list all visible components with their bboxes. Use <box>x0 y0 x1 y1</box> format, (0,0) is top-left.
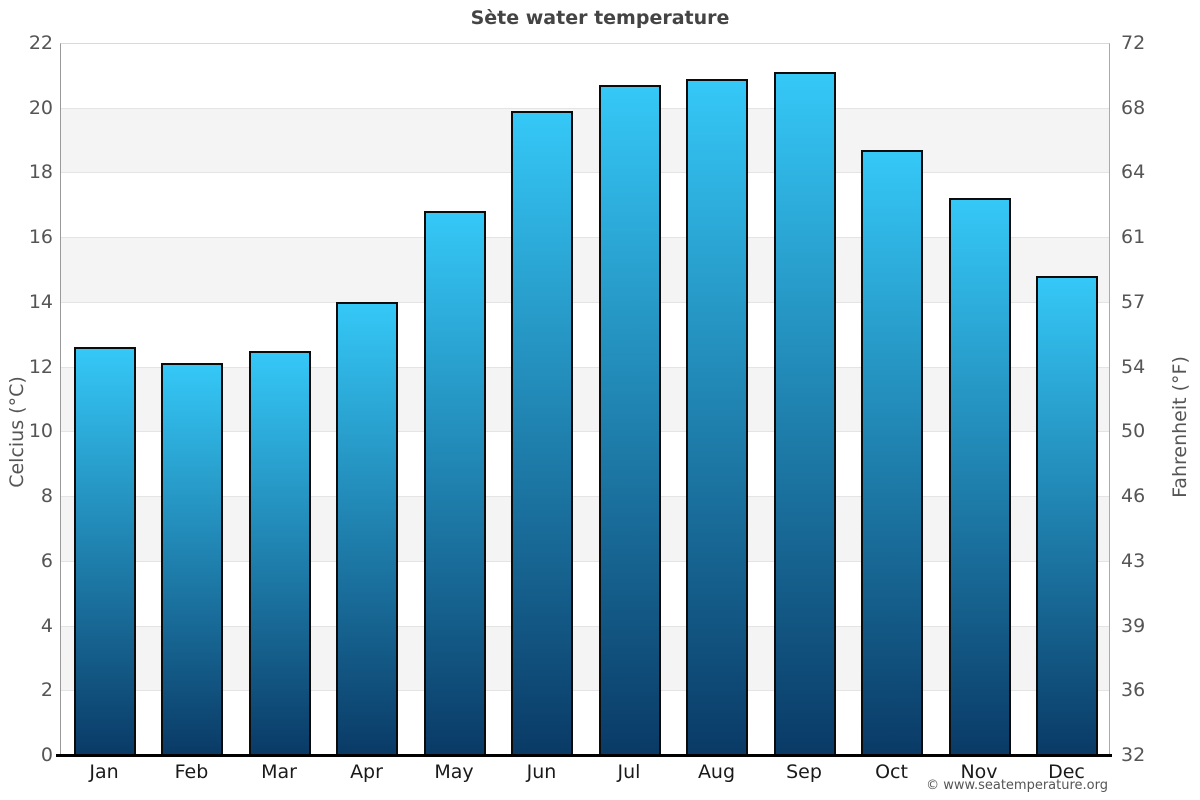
bar-sep <box>773 72 836 755</box>
plot-area <box>60 43 1110 756</box>
grid-band <box>61 301 1109 367</box>
month-label-apr: Apr <box>350 761 383 783</box>
grid-band <box>61 366 1109 432</box>
grid-band <box>61 237 1109 302</box>
celsius-tick-0: 0 <box>40 744 53 766</box>
month-label-jun: Jun <box>526 761 557 783</box>
bar-dec <box>1036 276 1099 755</box>
celsius-tick-14: 14 <box>28 290 53 313</box>
grid-band <box>61 625 1109 691</box>
celsius-tick-6: 6 <box>40 549 53 572</box>
fahrenheit-tick-64: 64 <box>1121 161 1146 184</box>
month-label-jul: Jul <box>617 761 641 783</box>
fahrenheit-tick-61: 61 <box>1121 226 1146 249</box>
grid-band <box>61 496 1109 561</box>
bar-mar <box>248 350 311 755</box>
bar-jul <box>598 85 661 755</box>
celsius-tick-12: 12 <box>28 355 53 378</box>
bar-feb <box>161 363 224 755</box>
grid-band <box>61 44 1109 108</box>
gridline-bands <box>61 44 1109 756</box>
bar-apr <box>336 301 399 755</box>
bar-aug <box>686 78 749 755</box>
fahrenheit-tick-32: 32 <box>1121 744 1146 766</box>
month-label-dec: Dec <box>1048 761 1085 783</box>
celsius-tick-8: 8 <box>40 485 53 508</box>
grid-band <box>61 107 1109 173</box>
month-label-jan: Jan <box>89 761 119 783</box>
x-axis-line <box>56 754 1112 757</box>
fahrenheit-tick-50: 50 <box>1121 420 1146 443</box>
fahrenheit-tick-39: 39 <box>1121 614 1146 637</box>
celsius-tick-22: 22 <box>28 32 53 54</box>
month-label-oct: Oct <box>875 761 908 783</box>
bar-jun <box>511 111 574 755</box>
month-label-mar: Mar <box>261 761 297 783</box>
grid-band <box>61 690 1109 756</box>
celsius-tick-16: 16 <box>28 226 53 249</box>
grid-band <box>61 172 1109 238</box>
fahrenheit-tick-57: 57 <box>1121 290 1146 313</box>
celsius-tick-10: 10 <box>28 420 53 443</box>
bar-may <box>423 211 486 755</box>
fahrenheit-tick-68: 68 <box>1121 96 1146 119</box>
celsius-tick-18: 18 <box>28 161 53 184</box>
month-label-sep: Sep <box>786 761 822 783</box>
fahrenheit-tick-36: 36 <box>1121 679 1146 702</box>
celsius-tick-4: 4 <box>40 614 53 637</box>
grid-band <box>61 431 1109 497</box>
fahrenheit-tick-43: 43 <box>1121 549 1146 572</box>
celsius-tick-2: 2 <box>40 679 53 702</box>
bar-nov <box>948 198 1011 755</box>
celsius-tick-20: 20 <box>28 96 53 119</box>
month-label-nov: Nov <box>960 761 998 783</box>
month-label-aug: Aug <box>697 761 736 783</box>
fahrenheit-tick-46: 46 <box>1121 485 1146 508</box>
month-label-feb: Feb <box>174 761 209 783</box>
fahrenheit-tick-72: 72 <box>1121 32 1146 54</box>
copyright-text: © www.seatemperature.org <box>926 778 1108 793</box>
bar-jan <box>73 347 136 755</box>
bar-oct <box>861 149 924 755</box>
grid-band <box>61 560 1109 626</box>
month-label-may: May <box>434 761 474 783</box>
fahrenheit-tick-54: 54 <box>1121 355 1146 378</box>
chart-title: Sète water temperature <box>470 7 730 29</box>
